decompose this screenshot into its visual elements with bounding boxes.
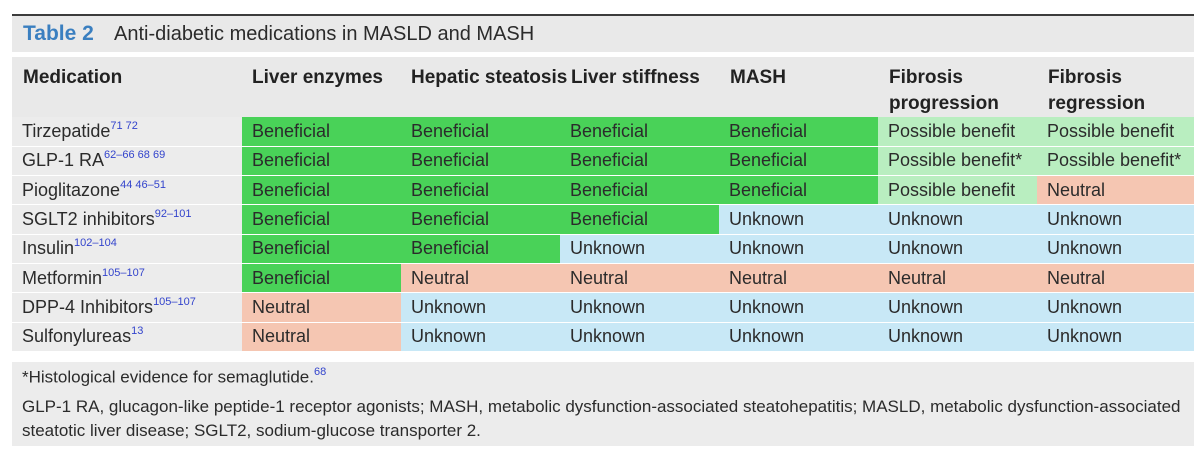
medication-cell: Insulin102–104 [12,234,242,264]
table-row: Metformin105–107 Beneficial Neutral Neutral… [12,263,1194,294]
medication-cell: Sulfonylureas13 [12,322,242,352]
effect-cell: Beneficial [719,175,878,206]
table-body: Tirzepatide71 72 Beneficial Beneficial Bene… [12,117,1194,352]
effect-cell: Unknown [719,292,878,323]
effect-cell: Beneficial [560,146,719,177]
effect-cell: Neutral [878,263,1037,294]
effect-cell: Unknown [878,234,1037,264]
reference-superscript: 105–107 [153,295,196,308]
medication-cell: Metformin105–107 [12,263,242,294]
effect-cell: Neutral [1037,175,1194,206]
medication-cell: SGLT2 inhibitors92–101 [12,204,242,235]
medication-name: Pioglitazone [22,179,121,200]
effect-cell: Beneficial [242,263,401,294]
effect-cell: Unknown [560,322,719,352]
effect-cell: Beneficial [560,117,719,147]
effect-cell: Beneficial [560,204,719,235]
footnote-asterisk-text: *Histological evidence for semaglutide. [22,367,314,387]
column-header-liver-stiffness: Liver stiffness [571,67,700,88]
effect-cell: Possible benefit* [878,146,1037,177]
column-header-medication: Medication [23,67,123,88]
effect-cell: Unknown [401,292,560,323]
effect-cell: Beneficial [242,146,401,177]
effect-cell: Beneficial [719,146,878,177]
medication-cell: DPP-4 Inhibitors105–107 [12,292,242,323]
effect-cell: Unknown [878,292,1037,323]
medication-name: SGLT2 inhibitors [22,209,155,230]
column-header-hepatic-steatosis: Hepatic steatosis [411,67,568,88]
effect-cell: Possible benefit [1037,117,1194,147]
table-row: DPP-4 Inhibitors105–107 Neutral Unknown Unk… [12,292,1194,323]
effect-cell: Unknown [719,204,878,235]
reference-superscript: 44 46–51 [120,178,166,191]
footnote-abbreviations: GLP-1 RA, glucagon-like peptide-1 recept… [22,397,1181,440]
effect-cell: Beneficial [242,175,401,206]
effect-cell: Unknown [401,322,560,352]
top-rule [12,14,1194,16]
effect-cell: Beneficial [401,175,560,206]
effect-cell: Neutral [242,322,401,352]
table-caption: Table 2 Anti-diabetic medications in MAS… [12,16,1194,52]
reference-superscript: 105–107 [102,266,145,279]
effect-cell: Beneficial [401,146,560,177]
reference-superscript: 62–66 68 69 [104,149,166,162]
table-row: Tirzepatide71 72 Beneficial Beneficial Bene… [12,117,1194,147]
reference-superscript: 71 72 [110,119,138,132]
table-row: Sulfonylureas13 Neutral Unknown Unknown Unkn… [12,322,1194,352]
effect-cell: Possible benefit [878,117,1037,147]
reference-superscript: 92–101 [154,208,192,221]
table-title: Anti-diabetic medications in MASLD and M… [114,23,535,45]
table-footnotes: *Histological evidence for semaglutide.6… [12,362,1194,446]
medication-name: Insulin [22,238,75,259]
effect-cell: Beneficial [242,234,401,264]
effect-cell: Neutral [560,263,719,294]
effect-cell: Unknown [1037,292,1194,323]
effect-cell: Beneficial [560,175,719,206]
medication-name: Metformin [22,267,103,288]
medication-name: Sulfonylureas [22,326,132,347]
column-header-liver-enzymes: Liver enzymes [252,67,383,88]
column-header-fibrosis-progression: Fibrosis progression [889,67,999,114]
table-row: SGLT2 inhibitors92–101 Beneficial Benefici… [12,204,1194,235]
table-label: Table 2 [23,22,94,45]
column-header-mash: MASH [730,67,786,88]
medication-name: Tirzepatide [22,120,111,141]
effect-cell: Possible benefit [878,175,1037,206]
effect-cell: Neutral [401,263,560,294]
effect-cell: Unknown [878,322,1037,352]
effect-cell: Beneficial [401,117,560,147]
effect-cell: Unknown [878,204,1037,235]
medication-cell: Tirzepatide71 72 [12,117,242,147]
table-row: GLP-1 RA62–66 68 69 Beneficial Beneficial B… [12,146,1194,177]
effect-cell: Unknown [719,322,878,352]
effect-cell: Possible benefit* [1037,146,1194,177]
medication-name: DPP-4 Inhibitors [22,296,154,317]
medication-name: GLP-1 RA [22,150,105,171]
effect-cell: Beneficial [401,204,560,235]
column-header-fibrosis-regression: Fibrosis regression [1048,67,1146,114]
effect-cell: Neutral [719,263,878,294]
reference-superscript: 13 [131,325,144,338]
effect-cell: Beneficial [242,204,401,235]
footnote-asterisk: *Histological evidence for semaglutide.6… [22,366,327,388]
effect-cell: Unknown [1037,234,1194,264]
table-row: Insulin102–104 Beneficial Beneficial Unknow… [12,234,1194,264]
effect-cell: Beneficial [719,117,878,147]
effect-cell: Unknown [1037,204,1194,235]
footnote-asterisk-ref: 68 [314,366,327,378]
table-row: Pioglitazone44 46–51 Beneficial Beneficial… [12,175,1194,206]
effect-cell: Neutral [1037,263,1194,294]
table-header: Medication Liver enzymes Hepatic steatos… [12,57,1194,118]
medication-cell: Pioglitazone44 46–51 [12,175,242,206]
effect-cell: Unknown [560,292,719,323]
effect-cell: Unknown [719,234,878,264]
effect-cell: Beneficial [401,234,560,264]
effect-cell: Beneficial [242,117,401,147]
effect-cell: Unknown [1037,322,1194,352]
effect-cell: Unknown [560,234,719,264]
reference-superscript: 102–104 [74,237,117,250]
medication-cell: GLP-1 RA62–66 68 69 [12,146,242,177]
effect-cell: Neutral [242,292,401,323]
